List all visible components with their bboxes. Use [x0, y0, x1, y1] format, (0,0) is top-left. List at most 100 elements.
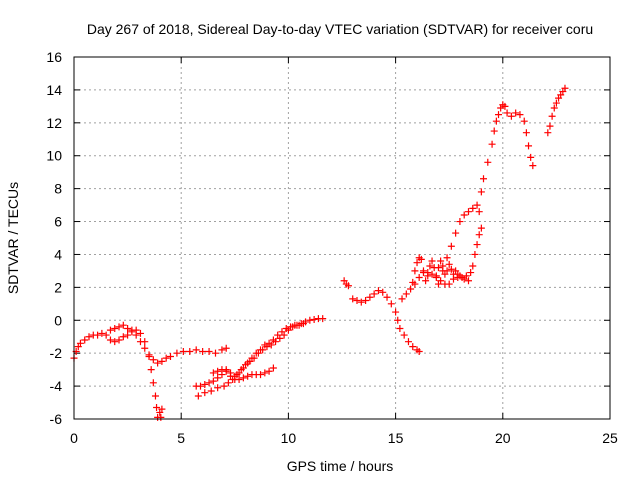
data-point [439, 267, 447, 275]
data-point [201, 389, 209, 397]
data-point [409, 278, 417, 286]
data-point [503, 109, 511, 117]
data-point [162, 354, 170, 362]
data-point [115, 336, 123, 344]
data-point [214, 374, 222, 382]
data-point [447, 265, 455, 273]
data-point [274, 331, 282, 339]
data-point [214, 384, 222, 392]
data-point [299, 320, 307, 328]
data-point [158, 405, 166, 413]
data-point [490, 127, 498, 135]
data-point [529, 162, 537, 170]
data-point [349, 295, 357, 303]
data-point [269, 336, 277, 344]
y-tick-label: -2 [50, 345, 63, 361]
y-tick-label: 6 [54, 214, 62, 230]
data-point [209, 369, 217, 377]
y-tick-label: 14 [46, 82, 62, 98]
data-point [379, 288, 387, 296]
y-tick-label: 12 [46, 115, 62, 131]
data-point [428, 257, 436, 265]
data-point [153, 403, 161, 411]
data-point [477, 224, 485, 232]
data-point [244, 372, 252, 380]
data-point [422, 277, 430, 285]
data-point [119, 321, 127, 329]
data-point [119, 333, 127, 341]
data-point [265, 339, 273, 347]
data-point [456, 272, 464, 280]
data-point [310, 315, 318, 323]
data-point [220, 382, 228, 390]
y-tick-label: 8 [54, 181, 62, 197]
data-point [473, 241, 481, 249]
data-point [464, 208, 472, 216]
data-point [235, 376, 243, 384]
x-tick-label: 5 [177, 430, 185, 446]
data-point [415, 273, 423, 281]
data-point [151, 392, 159, 400]
data-point [248, 354, 256, 362]
data-point [257, 346, 265, 354]
data-point [344, 282, 352, 290]
data-point [205, 379, 213, 387]
data-point [201, 380, 209, 388]
data-point [257, 371, 265, 379]
data-point [102, 331, 110, 339]
data-point [194, 392, 202, 400]
data-point [473, 201, 481, 209]
y-tick-label: -4 [50, 378, 63, 394]
data-point [261, 369, 269, 377]
data-point [552, 99, 560, 107]
data-point [353, 297, 361, 305]
data-point [525, 142, 533, 150]
data-point [520, 117, 528, 125]
data-point [239, 374, 247, 382]
data-points [70, 84, 569, 421]
data-point [222, 366, 230, 374]
data-point [398, 295, 406, 303]
data-point [477, 188, 485, 196]
data-point [460, 275, 468, 283]
data-point [147, 366, 155, 374]
data-point [199, 348, 207, 356]
data-point [173, 349, 181, 357]
data-point [495, 111, 503, 119]
data-point [507, 112, 515, 120]
data-point [157, 413, 165, 421]
data-point [512, 109, 520, 117]
data-point [227, 369, 235, 377]
axis-ticks: 0 5 10 15 20 25 -6 -4 -2 0 2 4 6 8 10 12 14 16 [46, 49, 618, 446]
data-point [124, 331, 132, 339]
data-point [282, 325, 290, 332]
data-point [357, 298, 365, 306]
data-point [111, 325, 119, 332]
data-point [278, 328, 286, 336]
data-point [154, 359, 162, 367]
data-point [548, 112, 556, 120]
data-point [445, 280, 453, 288]
data-point [544, 129, 552, 137]
data-point [192, 346, 200, 354]
y-tick-label: -6 [50, 411, 63, 427]
x-tick-label: 25 [602, 430, 618, 446]
data-point [383, 293, 391, 301]
data-point [437, 257, 445, 265]
data-point [231, 372, 239, 380]
data-point [407, 285, 415, 293]
chart-title: Day 267 of 2018, Sidereal Day-to-day VTE… [87, 21, 593, 37]
data-point [392, 308, 400, 316]
data-point [424, 272, 432, 280]
data-point [488, 140, 496, 148]
x-tick-label: 10 [281, 430, 297, 446]
data-point [527, 153, 535, 161]
data-point [413, 259, 421, 267]
data-point [306, 316, 314, 324]
x-tick-label: 20 [495, 430, 511, 446]
data-point [85, 333, 93, 341]
x-tick-label: 15 [388, 430, 404, 446]
data-point [434, 264, 442, 272]
data-point [469, 204, 477, 212]
